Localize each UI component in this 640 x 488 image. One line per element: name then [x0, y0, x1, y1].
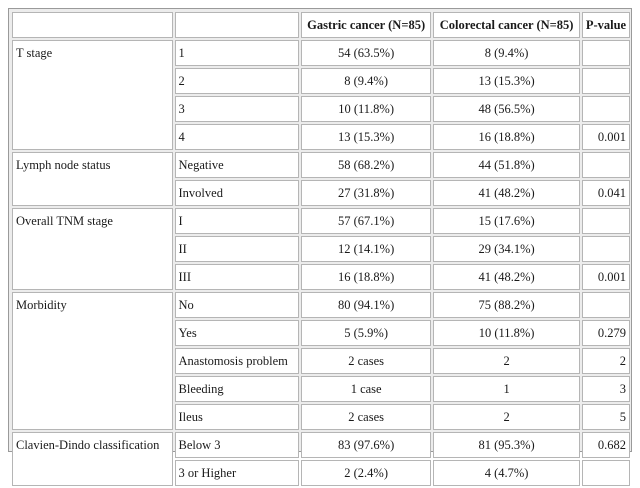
subgroup-cell: Anastomosis problem: [174, 348, 299, 374]
table-row: Clavien-Dindo classification Below 3 83 (9…: [12, 432, 630, 486]
group-label: T stage: [12, 40, 173, 150]
table-row: II 12 (14.1%) 29 (34.1%): [12, 236, 630, 262]
p-value-cell: 3: [581, 376, 630, 402]
table-row: III 16 (18.8%) 41 (48.2%) 0.001: [12, 264, 630, 290]
colorectal-value-cell: 29 (34.1%): [433, 236, 580, 262]
p-value-cell: 0.001: [581, 124, 630, 150]
subgroup-cell: 4: [174, 124, 299, 150]
subgroup-cell: I: [174, 208, 299, 234]
group-label: Lymph node status: [12, 152, 173, 206]
table-row: Anastomosis problem 2 cases 2 2: [12, 348, 630, 374]
colorectal-value-cell: 10 (11.8%): [433, 320, 580, 346]
gastric-value-cell: 27 (31.8%): [300, 180, 432, 206]
table-row: Morbidity No 80 (94.1%) 75 (88.2%): [12, 292, 630, 430]
p-value-cell: 5: [581, 404, 630, 430]
subgroup-cell: Ileus: [174, 404, 299, 430]
subgroup-cell: 1: [174, 40, 299, 66]
subgroup-cell: Negative: [174, 152, 299, 178]
table-row: Overall TNM stage I 57 (67.1%) 15 (17.6%): [12, 208, 630, 290]
table-row: Ileus 2 cases 2 5: [12, 404, 630, 430]
p-value-cell: 0.041: [581, 180, 630, 206]
subgroup-cell: Yes: [174, 320, 299, 346]
colorectal-value-cell: 44 (51.8%): [433, 152, 580, 178]
subgroup-cell: 3 or Higher: [174, 460, 299, 486]
subgroup-cell: 2: [174, 68, 299, 94]
table-row: Lymph node status Negative 58 (68.2%) 44 (5…: [12, 152, 630, 206]
header-cell-category: [174, 12, 299, 38]
gastric-value-cell: 58 (68.2%): [300, 152, 432, 178]
colorectal-value-cell: 15 (17.6%): [433, 208, 580, 234]
header-cell-p-value: P-value: [581, 12, 630, 38]
gastric-value-cell: 2 cases: [300, 348, 432, 374]
table-body: T stage 1 54 (63.5%) 8 (9.4%) 2 8 (9.4%) 13 (1…: [12, 40, 630, 486]
colorectal-value-cell: 2: [433, 348, 580, 374]
gastric-value-cell: 83 (97.6%): [300, 432, 432, 458]
group-label: Clavien-Dindo classification: [12, 432, 173, 486]
subgroup-cell: III: [174, 264, 299, 290]
gastric-value-cell: 5 (5.9%): [300, 320, 432, 346]
subgroup-cell: No: [174, 292, 299, 318]
group-label: Overall TNM stage: [12, 208, 173, 290]
gastric-value-cell: 1 case: [300, 376, 432, 402]
p-value-cell: 2: [581, 348, 630, 374]
gastric-value-cell: 10 (11.8%): [300, 96, 432, 122]
table-header-row: Gastric cancer (N=85) Colorectal cancer …: [12, 12, 630, 38]
header-cell-colorectal: Colorectal cancer (N=85): [433, 12, 580, 38]
table-row: T stage 1 54 (63.5%) 8 (9.4%): [12, 40, 630, 150]
colorectal-value-cell: 41 (48.2%): [433, 180, 580, 206]
table-row: Yes 5 (5.9%) 10 (11.8%) 0.279: [12, 320, 630, 346]
colorectal-value-cell: 16 (18.8%): [433, 124, 580, 150]
group-label: Morbidity: [12, 292, 173, 430]
subgroup-cell: 3: [174, 96, 299, 122]
colorectal-value-cell: 8 (9.4%): [433, 40, 580, 66]
gastric-value-cell: 12 (14.1%): [300, 236, 432, 262]
comparison-table: Gastric cancer (N=85) Colorectal cancer …: [10, 10, 632, 488]
header-cell-gastric: Gastric cancer (N=85): [300, 12, 432, 38]
colorectal-value-cell: 75 (88.2%): [433, 292, 580, 318]
p-value-cell: 0.001: [581, 264, 630, 290]
p-value-cell: [581, 96, 630, 122]
colorectal-value-cell: 2: [433, 404, 580, 430]
gastric-value-cell: 16 (18.8%): [300, 264, 432, 290]
p-value-cell: [581, 152, 630, 178]
gastric-value-cell: 13 (15.3%): [300, 124, 432, 150]
p-value-cell: 0.279: [581, 320, 630, 346]
colorectal-value-cell: 13 (15.3%): [433, 68, 580, 94]
table-row: 4 13 (15.3%) 16 (18.8%) 0.001: [12, 124, 630, 150]
colorectal-value-cell: 4 (4.7%): [433, 460, 580, 486]
gastric-value-cell: 54 (63.5%): [300, 40, 432, 66]
table-row: Bleeding 1 case 1 3: [12, 376, 630, 402]
gastric-value-cell: 2 (2.4%): [300, 460, 432, 486]
p-value-cell: [581, 292, 630, 318]
p-value-cell: [581, 236, 630, 262]
p-value-cell: 0.682: [581, 432, 630, 458]
colorectal-value-cell: 81 (95.3%): [433, 432, 580, 458]
colorectal-value-cell: 48 (56.5%): [433, 96, 580, 122]
p-value-cell: [581, 208, 630, 234]
subgroup-cell: Involved: [174, 180, 299, 206]
colorectal-value-cell: 41 (48.2%): [433, 264, 580, 290]
subgroup-cell: Bleeding: [174, 376, 299, 402]
colorectal-value-cell: 1: [433, 376, 580, 402]
gastric-value-cell: 80 (94.1%): [300, 292, 432, 318]
gastric-value-cell: 2 cases: [300, 404, 432, 430]
table-row: 3 10 (11.8%) 48 (56.5%): [12, 96, 630, 122]
p-value-cell: [581, 40, 630, 66]
subgroup-cell: Below 3: [174, 432, 299, 458]
p-value-cell: [581, 460, 630, 486]
table-container: Gastric cancer (N=85) Colorectal cancer …: [8, 8, 632, 486]
subgroup-cell: II: [174, 236, 299, 262]
header-cell-variable: [12, 12, 173, 38]
table-row: Involved 27 (31.8%) 41 (48.2%) 0.041: [12, 180, 630, 206]
p-value-cell: [581, 68, 630, 94]
gastric-value-cell: 57 (67.1%): [300, 208, 432, 234]
gastric-value-cell: 8 (9.4%): [300, 68, 432, 94]
